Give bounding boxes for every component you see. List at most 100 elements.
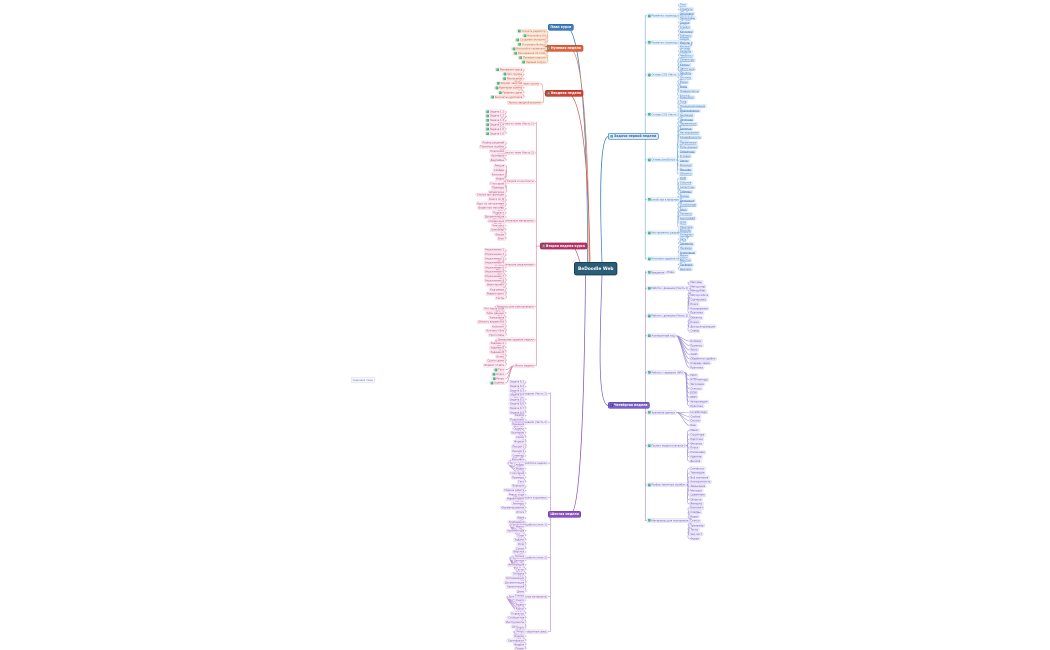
leaf-node[interactable]: Замыкания <box>688 484 707 489</box>
leaf-node[interactable]: Цвета <box>678 67 690 71</box>
leaf-node[interactable]: Замыкания <box>488 315 506 320</box>
leaf-node[interactable]: Инпуты <box>678 40 692 45</box>
leaf-node[interactable]: Таймеры <box>678 189 693 194</box>
leaf-node[interactable]: Курс по алгоритмам <box>475 201 506 206</box>
leaf-node[interactable]: Планы <box>514 646 526 650</box>
leaf-node[interactable]: Код-ревью <box>488 287 506 292</box>
leaf-node[interactable]: Сортировка <box>688 297 708 302</box>
leaf-node[interactable]: Классы <box>678 62 691 67</box>
leaf-node[interactable]: Рефакторинг <box>505 497 526 501</box>
leaf-node[interactable]: JSON <box>678 220 688 225</box>
leaf-node[interactable]: Async/Await <box>678 216 697 221</box>
leaf-node[interactable]: Видео <box>514 602 526 607</box>
leaf-node[interactable]: Практика <box>688 404 705 408</box>
leaf-node[interactable]: Архитектура <box>505 529 526 533</box>
leaf-node[interactable]: Лекция 1 <box>510 444 526 449</box>
leaf-node[interactable]: Лекция 2 <box>510 449 526 454</box>
topic-node[interactable]: ✓ Работа с данными (Часть 2) <box>646 313 690 319</box>
leaf-node[interactable]: HTTP методы <box>688 377 709 382</box>
leaf-node[interactable]: Упражнение 4 <box>483 261 506 265</box>
leaf-node[interactable]: ✓ Установка Node.js <box>516 42 548 47</box>
leaf-node[interactable]: Критерии <box>490 153 506 158</box>
leaf-node[interactable]: Объекты <box>688 315 704 320</box>
topic-node[interactable]: ✓ Разметка страницы (Часть 1) <box>646 13 692 19</box>
leaf-node[interactable]: ✓ Первый запуск <box>520 60 548 64</box>
leaf-node[interactable]: Роли <box>516 542 526 547</box>
leaf-node[interactable]: Разбор решений <box>481 140 506 145</box>
leaf-node[interactable]: LocalStorage <box>678 203 698 207</box>
leaf-node[interactable]: Позиционирование <box>678 104 707 109</box>
leaf-node[interactable]: Демо <box>515 589 526 594</box>
leaf-node[interactable]: Тренажёр <box>688 523 705 528</box>
leaf-node[interactable]: Грид <box>678 99 688 104</box>
leaf-node[interactable]: Глоссарий <box>509 471 526 476</box>
leaf-node[interactable]: Тест <box>516 480 526 484</box>
leaf-node[interactable]: Макет <box>678 253 690 258</box>
leaf-node[interactable]: Упражнение 1 <box>483 247 506 252</box>
branch-header[interactable]: ✓ Четвёртая неделя <box>607 401 650 409</box>
leaf-node[interactable]: Справочник <box>487 219 506 224</box>
leaf-node[interactable]: Интеграция <box>507 563 526 567</box>
leaf-node[interactable]: Мини-проект <box>485 283 506 287</box>
leaf-node[interactable]: Оптимизация <box>504 576 526 581</box>
leaf-node[interactable]: Консоль <box>678 228 693 233</box>
topic-node[interactable]: Задачи недели (Часть 2) <box>512 419 549 425</box>
topic-node[interactable]: ✓ Основы JavaScript <box>646 157 677 163</box>
leaf-node[interactable]: Разбор <box>513 413 526 418</box>
branch-header[interactable]: Шестая неделя <box>547 510 582 518</box>
leaf-node[interactable]: Параграфы <box>678 16 697 21</box>
leaf-node[interactable]: ✓ Ретро <box>491 376 506 381</box>
leaf-node[interactable]: Карточки <box>688 437 705 441</box>
leaf-node[interactable]: Формат <box>512 439 526 444</box>
leaf-node[interactable]: Проверка <box>678 262 694 267</box>
leaf-node[interactable]: Псевдоклассы <box>678 89 701 94</box>
leaf-node[interactable]: Селекторы <box>678 58 696 62</box>
leaf-node[interactable]: ✓ Оценки <box>489 381 506 385</box>
leaf-node[interactable]: Запись вводной встречи <box>506 100 543 105</box>
leaf-node[interactable]: Массивы <box>678 167 693 172</box>
leaf-node[interactable]: ✓ Формат занятий <box>495 81 524 86</box>
leaf-node[interactable]: Медиазапросы <box>678 108 701 113</box>
leaf-node[interactable]: Подкаст <box>491 210 506 215</box>
leaf-node[interactable]: Слайды <box>688 510 702 515</box>
leaf-node[interactable]: Задача 6.4 <box>508 393 526 397</box>
leaf-node[interactable]: Упражнение 7 <box>483 274 506 279</box>
leaf-node[interactable]: Cookies <box>688 414 702 419</box>
leaf-node[interactable]: Упражнение 6 <box>483 269 506 274</box>
leaf-node[interactable]: Специфичность <box>678 135 703 140</box>
leaf-node[interactable]: Теги <box>678 2 688 7</box>
leaf-node[interactable]: Сертификат <box>506 638 526 643</box>
leaf-node[interactable]: ✓ Расписание <box>501 76 524 81</box>
leaf-node[interactable]: Fetch <box>688 373 699 378</box>
topic-node[interactable]: ✓ Разметка страницы (Часть 2) <box>646 40 692 45</box>
leaf-node[interactable]: Поиск <box>688 302 700 306</box>
leaf-node[interactable]: Блог <box>496 236 506 241</box>
leaf-node[interactable]: Лекция <box>493 163 506 168</box>
leaf-node[interactable]: Async <box>688 348 700 352</box>
leaf-node[interactable]: План <box>665 270 676 274</box>
leaf-node[interactable]: Заголовки <box>688 382 706 386</box>
leaf-node[interactable]: Тесты <box>688 527 700 532</box>
leaf-node[interactable]: Ретро <box>515 630 526 634</box>
leaf-node[interactable]: Асинхронность <box>688 479 712 484</box>
topic-node[interactable]: ✓ Проект недели (каталог) <box>646 443 687 448</box>
leaf-node[interactable]: Списки <box>678 20 691 25</box>
leaf-node[interactable]: Метод map <box>688 284 707 289</box>
leaf-node[interactable]: Линтеры <box>511 501 526 506</box>
leaf-node[interactable]: Промисы <box>678 212 694 216</box>
leaf-node[interactable]: Видео <box>494 177 506 181</box>
leaf-node[interactable]: Статья про функции <box>475 192 506 197</box>
leaf-node[interactable]: Массивы <box>688 280 704 284</box>
leaf-node[interactable]: Профили <box>678 246 694 250</box>
leaf-node[interactable]: Критерии <box>510 431 526 435</box>
leaf-node[interactable]: Упражнение 3 <box>483 256 506 261</box>
leaf-node[interactable]: Подсказки <box>488 149 506 154</box>
leaf-node[interactable]: Авторизация <box>688 399 709 404</box>
leaf-node[interactable]: Деструктуризация <box>688 324 717 329</box>
leaf-node[interactable]: Обработка ошибок <box>688 356 717 361</box>
leaf-node[interactable]: Сессии <box>688 419 701 423</box>
leaf-node[interactable]: Спред <box>688 329 700 333</box>
topic-node[interactable]: ✓ Основы CSS (Часть 2) <box>646 112 682 117</box>
leaf-node[interactable]: Типичные ошибки <box>478 145 506 149</box>
leaf-node[interactable]: REST <box>688 395 699 400</box>
